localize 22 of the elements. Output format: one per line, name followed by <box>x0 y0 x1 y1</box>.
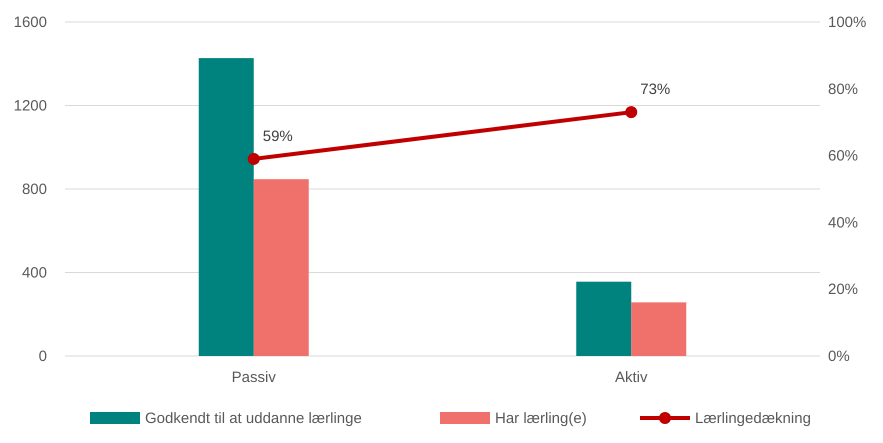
y-tick-label: 0 <box>38 348 47 365</box>
data-label: 59% <box>262 128 293 145</box>
y2-tick-label: 80% <box>828 80 858 98</box>
data-label: 73% <box>640 81 670 98</box>
y-tick-label: 800 <box>22 181 47 198</box>
x-tick-label: Passiv <box>232 369 276 386</box>
legend-label: Godkendt til at uddanne lærlinge <box>145 410 362 427</box>
y2-tick-label: 20% <box>828 281 858 298</box>
y2-tick-label: 100% <box>828 14 866 31</box>
bar <box>576 282 632 356</box>
y-tick-label: 1600 <box>14 14 47 31</box>
bar <box>254 179 309 356</box>
bar <box>631 302 686 356</box>
legend-label: Har lærling(e) <box>495 410 587 427</box>
y2-tick-label: 0% <box>828 348 850 365</box>
y2-tick-label: 40% <box>828 214 858 232</box>
legend-label: Lærlingedækning <box>695 410 811 427</box>
y-tick-label: 400 <box>22 264 47 282</box>
y-tick-label: 1200 <box>14 98 47 114</box>
y2-tick-label: 60% <box>828 148 858 165</box>
x-tick-label: Aktiv <box>614 369 648 386</box>
bar <box>198 58 254 356</box>
